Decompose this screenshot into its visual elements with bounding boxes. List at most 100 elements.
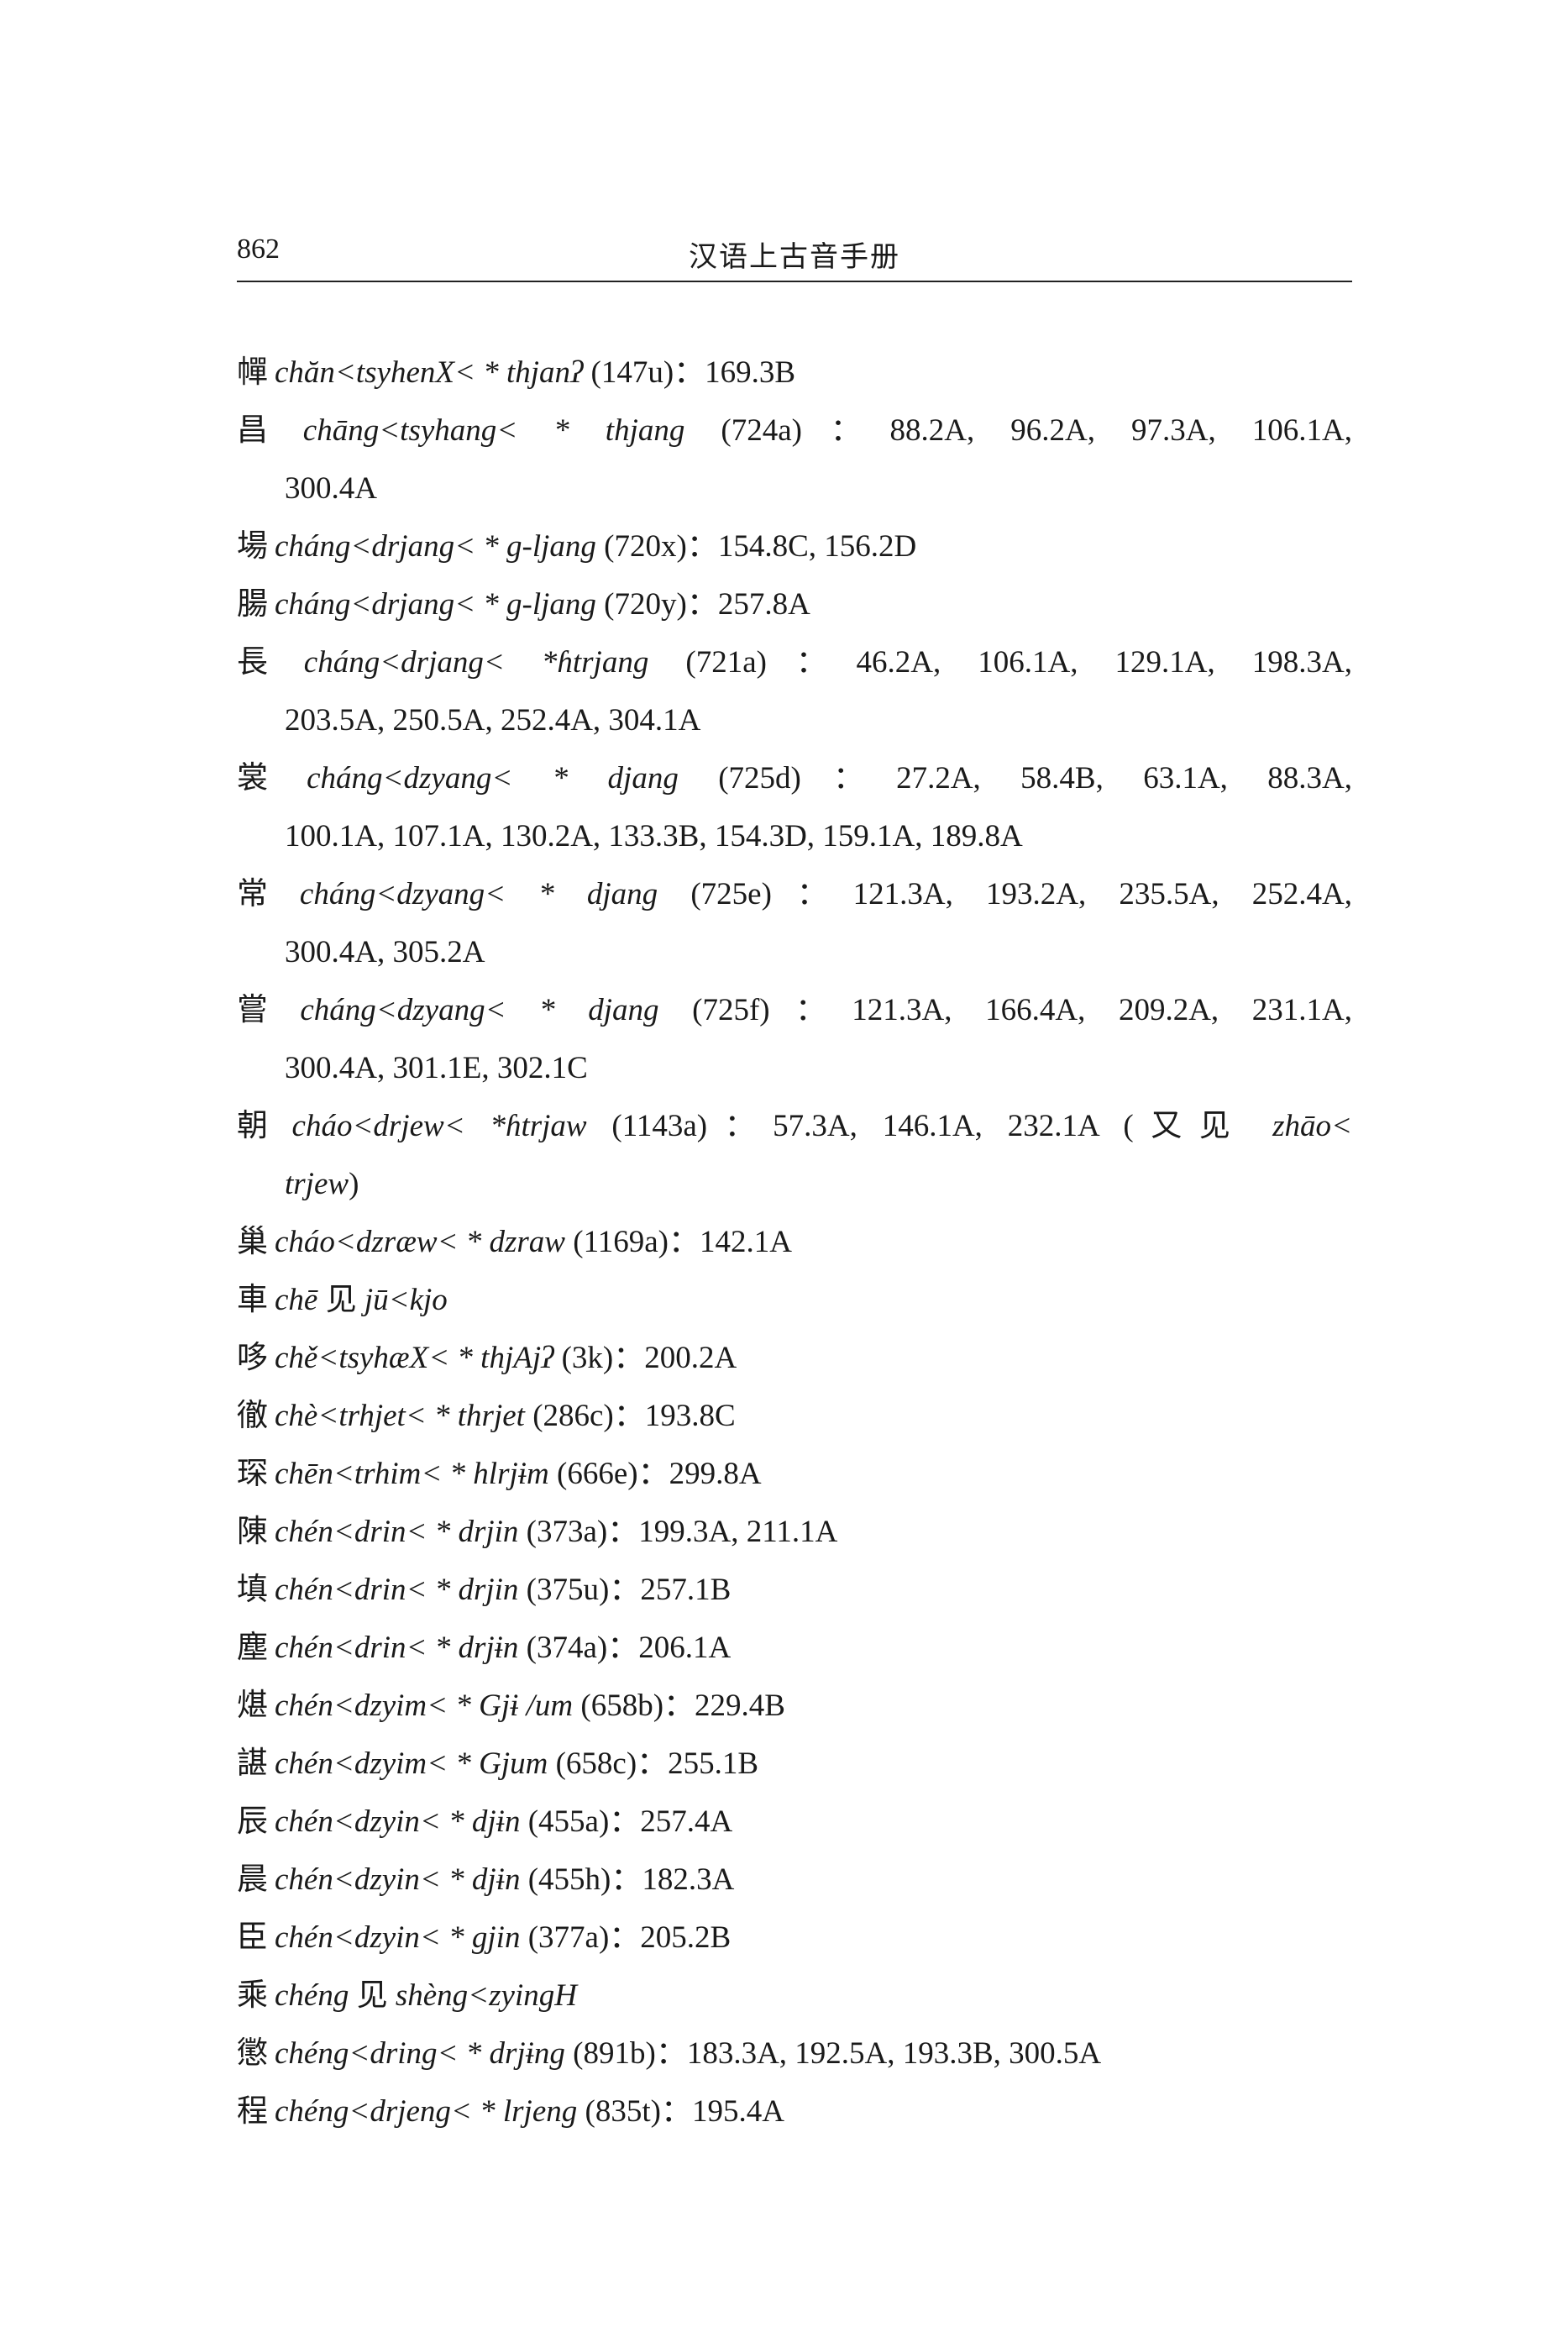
entry-references: (724a)：88.2A, 96.2A, 97.3A, 106.1A, xyxy=(684,413,1352,448)
entry-reading: cháng<drjang< *ɦtrjang xyxy=(303,645,649,680)
entry-character: 昌 xyxy=(237,413,296,448)
entry-line: 塵 chén<drin< * drjɨn (374a)：206.1A xyxy=(237,1619,1352,1677)
entry-reading: chén<dzyim< * Gjum xyxy=(275,1746,548,1781)
entry-reading: chén<dzyin< * djɨn xyxy=(275,1804,521,1839)
entry-references: (666e)：299.8A xyxy=(548,1457,762,1491)
entry-cross-reference: jū<kjo xyxy=(364,1283,448,1317)
index-entry: 車 chē 见 jū<kjo xyxy=(237,1271,1352,1329)
entry-references: (374a)：206.1A xyxy=(518,1631,732,1665)
entry-reading: chéng xyxy=(275,1978,349,2013)
entry-reading: chē xyxy=(275,1283,318,1317)
index-entry: 晨 chén<dzyin< * djɨn (455h)：182.3A xyxy=(237,1851,1352,1909)
entry-line: 哆 chě<tsyhæX< * thjAjʔ (3k)：200.2A xyxy=(237,1329,1352,1387)
entry-line: 徹 chè<trhjet< * thrjet (286c)：193.8C xyxy=(237,1387,1352,1445)
entry-references: (373a)：199.3A, 211.1A xyxy=(518,1515,838,1549)
entry-references: (455h)：182.3A xyxy=(520,1862,735,1897)
entry-references: (286c)：193.8C xyxy=(524,1399,736,1433)
entry-character: 朝 xyxy=(237,1109,286,1143)
entry-references: (725f)：121.3A, 166.4A, 209.2A, 231.1A, xyxy=(658,993,1352,1027)
page-header: 862 汉语上古音手册 xyxy=(237,234,1352,274)
index-entry: 乘 chéng 见 shèng<zyingH xyxy=(237,1967,1352,2025)
entry-line: 嘗 cháng<dzyang< * djang (725f)：121.3A, 16… xyxy=(237,981,1352,1039)
entry-line: 煁 chén<dzyim< * Gjɨ /um (658b)：229.4B xyxy=(237,1677,1352,1735)
entry-character: 懲 xyxy=(237,2036,268,2071)
entry-reading: cháo<dzræw< * dzraw xyxy=(275,1225,565,1259)
entry-line: 長 cháng<drjang< *ɦtrjang (721a)：46.2A, 10… xyxy=(237,633,1352,691)
entry-cross-reference-cont: trjew xyxy=(285,1167,349,1201)
entry-continuation-line: 203.5A, 250.5A, 252.4A, 304.1A xyxy=(237,691,1352,749)
entry-character: 場 xyxy=(237,529,268,564)
index-entry: 陳 chén<drin< * drjin (373a)：199.3A, 211.1… xyxy=(237,1503,1352,1561)
index-entry: 昌 chāng<tsyhang< * thjang (724a)：88.2A, 9… xyxy=(237,402,1352,517)
entry-character: 塵 xyxy=(237,1631,268,1665)
entry-character: 徹 xyxy=(237,1399,268,1433)
index-entry: 長 cháng<drjang< *ɦtrjang (721a)：46.2A, 10… xyxy=(237,633,1352,749)
entry-reading: chéng<dring< * drjɨng xyxy=(275,2036,565,2071)
entry-reading: cháng<drjang< * g-ljang xyxy=(275,529,596,564)
index-entry: 朝 cháo<drjew< *ɦtrjaw (1143a)：57.3A, 146.… xyxy=(237,1097,1352,1213)
index-entry: 裳 cháng<dzyang< * djang (725d)：27.2A, 58.… xyxy=(237,749,1352,865)
entry-references: (455a)：257.4A xyxy=(520,1804,733,1839)
entry-cross-reference: zhāo< xyxy=(1272,1109,1352,1143)
entry-references-cont: 300.4A, 301.1E, 302.1C xyxy=(285,1051,588,1085)
index-entry: 腸 cháng<drjang< * g-ljang (720y)：257.8A xyxy=(237,575,1352,633)
entry-character: 辰 xyxy=(237,1804,268,1839)
entry-character: 臣 xyxy=(237,1920,268,1955)
entry-line: 巢 cháo<dzræw< * dzraw (1169a)：142.1A xyxy=(237,1213,1352,1271)
entry-references: (147u)：169.3B xyxy=(583,355,796,390)
entry-reading: cháng<drjang< * g-ljang xyxy=(275,587,596,622)
entry-line: 乘 chéng 见 shèng<zyingH xyxy=(237,1967,1352,2025)
entry-reading: chén<dzyim< * Gjɨ /um xyxy=(275,1689,574,1723)
entry-line: 昌 chāng<tsyhang< * thjang (724a)：88.2A, 9… xyxy=(237,402,1352,460)
index-entry: 幝 chăn<tsyhenX< * thjanʔ (147u)：169.3B xyxy=(237,344,1352,402)
entry-character: 巢 xyxy=(237,1225,268,1259)
index-entry: 常 cháng<dzyang< * djang (725e)：121.3A, 19… xyxy=(237,865,1352,981)
entry-reading: chén<drin< * drjin xyxy=(275,1573,519,1607)
entry-references-cont: 300.4A xyxy=(285,471,377,506)
entry-character: 琛 xyxy=(237,1457,268,1491)
entry-character: 填 xyxy=(237,1573,268,1607)
entry-reading: chě<tsyhæX< * thjAjʔ xyxy=(275,1341,554,1375)
entry-line: 常 cháng<dzyang< * djang (725e)：121.3A, 19… xyxy=(237,865,1352,923)
entry-reading: chén<dzyin< * djɨn xyxy=(275,1862,521,1897)
entry-references-cont: 203.5A, 250.5A, 252.4A, 304.1A xyxy=(285,703,701,738)
entry-references: (725e)：121.3A, 193.2A, 235.5A, 252.4A, xyxy=(658,877,1352,911)
entry-line: 臣 chén<dzyin< * gjin (377a)：205.2B xyxy=(237,1909,1352,1967)
entry-character: 煁 xyxy=(237,1689,268,1723)
index-entry: 哆 chě<tsyhæX< * thjAjʔ (3k)：200.2A xyxy=(237,1329,1352,1387)
entry-references: (3k)：200.2A xyxy=(553,1341,737,1375)
index-entry: 琛 chēn<trhim< * hlrjɨm (666e)：299.8A xyxy=(237,1445,1352,1503)
entry-character: 車 xyxy=(237,1283,268,1317)
index-entries: 幝 chăn<tsyhenX< * thjanʔ (147u)：169.3B 昌 ch… xyxy=(237,344,1352,2140)
index-entry: 徹 chè<trhjet< * thrjet (286c)：193.8C xyxy=(237,1387,1352,1445)
index-entry: 臣 chén<dzyin< * gjin (377a)：205.2B xyxy=(237,1909,1352,1967)
entry-references: (1169a)：142.1A xyxy=(565,1225,792,1259)
entry-cross-reference: shèng<zyingH xyxy=(395,1978,577,2013)
page-number: 862 xyxy=(237,234,280,265)
entry-references: (721a)：46.2A, 106.1A, 129.1A, 198.3A, xyxy=(648,645,1352,680)
entry-reading: cháo<drjew< *ɦtrjaw xyxy=(291,1109,587,1143)
index-entry: 嘗 cháng<dzyang< * djang (725f)：121.3A, 16… xyxy=(237,981,1352,1097)
entry-references: (835t)：195.4A xyxy=(577,2094,784,2129)
entry-reading: chēn<trhim< * hlrjɨm xyxy=(275,1457,549,1491)
entry-references: 见 xyxy=(349,1978,396,2013)
entry-reading: chăn<tsyhenX< * thjanʔ xyxy=(275,355,584,390)
entry-character: 幝 xyxy=(237,355,268,390)
entry-line: 朝 cháo<drjew< *ɦtrjaw (1143a)：57.3A, 146.… xyxy=(237,1097,1352,1155)
entry-character: 程 xyxy=(237,2094,268,2129)
index-entry: 諶 chén<dzyim< * Gjum (658c)：255.1B xyxy=(237,1735,1352,1793)
entry-character: 嘗 xyxy=(237,993,294,1027)
entry-references: (377a)：205.2B xyxy=(520,1920,732,1955)
index-entry: 場 cháng<drjang< * g-ljang (720x)：154.8C, … xyxy=(237,517,1352,575)
entry-references-cont: ) xyxy=(349,1167,359,1201)
entry-character: 諶 xyxy=(237,1746,268,1781)
index-entry: 懲 chéng<dring< * drjɨng (891b)：183.3A, 19… xyxy=(237,2025,1352,2083)
entry-continuation-line: 300.4A xyxy=(237,460,1352,517)
entry-line: 諶 chén<dzyim< * Gjum (658c)：255.1B xyxy=(237,1735,1352,1793)
header-rule xyxy=(237,281,1352,282)
entry-character: 乘 xyxy=(237,1978,268,2013)
entry-character: 裳 xyxy=(237,761,301,796)
entry-references: (658c)：255.1B xyxy=(548,1746,759,1781)
entry-continuation-line: 300.4A, 301.1E, 302.1C xyxy=(237,1039,1352,1097)
entry-reading: cháng<dzyang< * djang xyxy=(300,993,659,1027)
